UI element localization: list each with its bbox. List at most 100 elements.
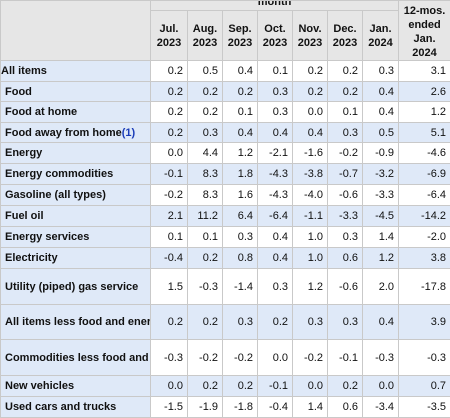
monthly-value-cell: 0.0	[293, 376, 328, 397]
annual-value-cell: 3.8	[399, 248, 450, 269]
row-label: Electricity	[1, 248, 151, 269]
monthly-value-cell: 0.8	[223, 248, 258, 269]
row-label: Utility (piped) gas service	[1, 269, 151, 305]
monthly-value-cell: -3.3	[328, 206, 363, 227]
monthly-value-cell: 0.3	[258, 102, 293, 123]
monthly-value-cell: -0.1	[328, 340, 363, 376]
annual-value-cell: -17.8	[399, 269, 450, 305]
monthly-value-cell: -6.4	[258, 206, 293, 227]
row-label-text: Food at home	[5, 106, 77, 118]
monthly-value-cell: -2.1	[258, 143, 293, 164]
monthly-value-cell: -3.8	[293, 164, 328, 185]
row-label: Energy	[1, 143, 151, 164]
header-month: Jan.2024	[363, 11, 399, 61]
monthly-value-cell: 1.8	[223, 164, 258, 185]
header-month: Aug.2023	[188, 11, 223, 61]
monthly-value-cell: 0.3	[293, 305, 328, 340]
row-label: Food	[1, 82, 151, 102]
row-label-text: Food	[5, 86, 32, 98]
row-label: New vehicles	[1, 376, 151, 397]
monthly-value-cell: -3.3	[363, 185, 399, 206]
header-corner	[1, 1, 151, 61]
monthly-value-cell: 0.1	[151, 227, 188, 248]
monthly-value-cell: 0.4	[223, 123, 258, 143]
row-label-text: New vehicles	[5, 380, 74, 392]
monthly-value-cell: 0.1	[223, 102, 258, 123]
row-label: Fuel oil	[1, 206, 151, 227]
monthly-value-cell: 0.4	[258, 227, 293, 248]
row-label: Used cars and trucks	[1, 397, 151, 418]
row-label: Energy services	[1, 227, 151, 248]
row-label-text: Electricity	[5, 252, 58, 264]
monthly-value-cell: 8.3	[188, 164, 223, 185]
monthly-value-cell: 0.2	[188, 376, 223, 397]
annual-value-cell: -6.4	[399, 185, 450, 206]
row-label: Food away from home(1)	[1, 123, 151, 143]
monthly-value-cell: -0.4	[258, 397, 293, 418]
monthly-value-cell: 0.4	[363, 82, 399, 102]
row-label-text: Commodities less food and energy commodi…	[5, 352, 151, 364]
table-row: Commodities less food and energy commodi…	[1, 340, 450, 376]
header-month: Oct.2023	[258, 11, 293, 61]
monthly-value-cell: -4.5	[363, 206, 399, 227]
monthly-value-cell: 1.5	[151, 269, 188, 305]
monthly-value-cell: 1.4	[293, 397, 328, 418]
monthly-value-cell: -3.4	[363, 397, 399, 418]
monthly-value-cell: 8.3	[188, 185, 223, 206]
monthly-value-cell: 1.2	[223, 143, 258, 164]
monthly-value-cell: 0.3	[328, 123, 363, 143]
monthly-value-cell: 0.1	[258, 61, 293, 82]
annual-value-cell: 3.1	[399, 61, 450, 82]
monthly-value-cell: -4.0	[293, 185, 328, 206]
monthly-value-cell: 0.2	[223, 82, 258, 102]
footnote-link[interactable]: (1)	[122, 127, 135, 139]
monthly-value-cell: -1.4	[223, 269, 258, 305]
monthly-value-cell: -1.6	[293, 143, 328, 164]
monthly-value-cell: -0.2	[151, 185, 188, 206]
annual-value-cell: 3.9	[399, 305, 450, 340]
monthly-value-cell: 0.2	[151, 61, 188, 82]
monthly-value-cell: -0.3	[151, 340, 188, 376]
row-label-text: Energy services	[5, 231, 89, 243]
monthly-value-cell: 0.2	[328, 82, 363, 102]
monthly-value-cell: 0.0	[258, 340, 293, 376]
monthly-value-cell: 0.2	[151, 305, 188, 340]
monthly-value-cell: 0.2	[188, 102, 223, 123]
row-label: Commodities less food and energy commodi…	[1, 340, 151, 376]
monthly-value-cell: -0.2	[188, 340, 223, 376]
monthly-value-cell: -0.2	[223, 340, 258, 376]
annual-value-cell: -2.0	[399, 227, 450, 248]
monthly-value-cell: 0.2	[151, 82, 188, 102]
row-label: All items less food and energy	[1, 305, 151, 340]
monthly-value-cell: 0.0	[151, 143, 188, 164]
monthly-value-cell: 0.4	[258, 123, 293, 143]
annual-value-cell: -6.9	[399, 164, 450, 185]
monthly-value-cell: 0.0	[363, 376, 399, 397]
monthly-value-cell: 4.4	[188, 143, 223, 164]
monthly-value-cell: 0.4	[223, 61, 258, 82]
header-month: Jul.2023	[151, 11, 188, 61]
monthly-value-cell: -0.2	[328, 143, 363, 164]
monthly-value-cell: 6.4	[223, 206, 258, 227]
monthly-value-cell: 1.2	[293, 269, 328, 305]
monthly-value-cell: 0.2	[151, 102, 188, 123]
monthly-value-cell: -0.9	[363, 143, 399, 164]
monthly-value-cell: 1.0	[293, 227, 328, 248]
header-month: Sep.2023	[223, 11, 258, 61]
monthly-value-cell: -1.9	[188, 397, 223, 418]
monthly-value-cell: 0.3	[328, 227, 363, 248]
monthly-value-cell: 0.2	[188, 248, 223, 269]
monthly-value-cell: -1.5	[151, 397, 188, 418]
